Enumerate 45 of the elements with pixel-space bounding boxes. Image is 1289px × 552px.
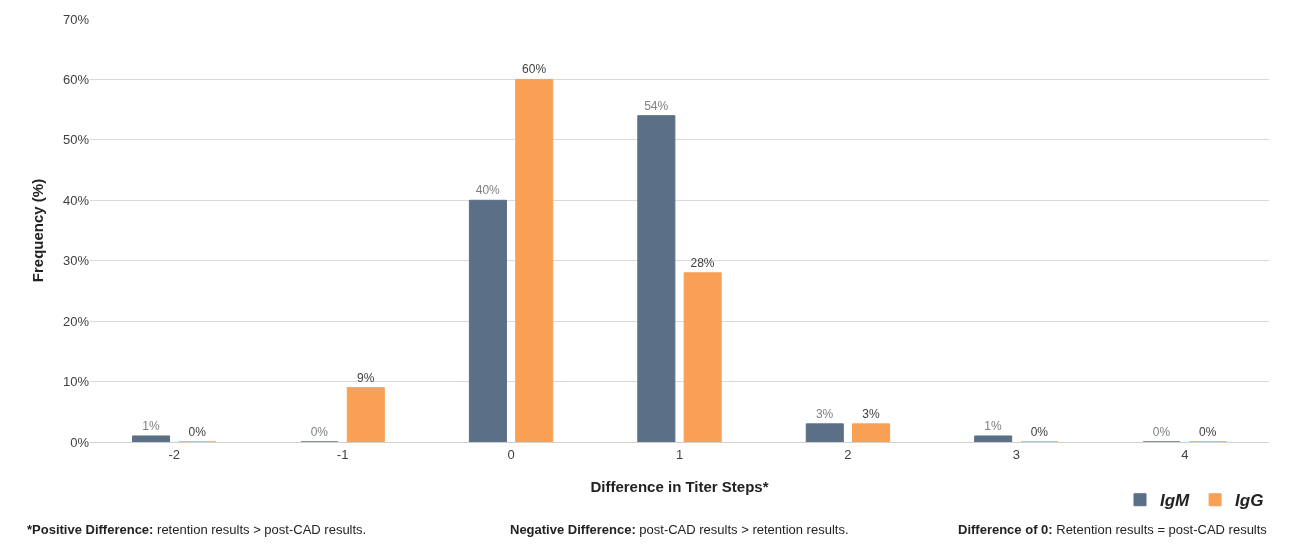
y-tick-label: 30% bbox=[62, 253, 90, 269]
y-tick-label: 70% bbox=[62, 11, 90, 27]
data-label: 0% bbox=[310, 425, 329, 439]
data-label: 3% bbox=[862, 406, 880, 421]
bar bbox=[346, 387, 385, 442]
bar bbox=[805, 423, 844, 442]
legend-label: IgM bbox=[1160, 491, 1191, 511]
bar bbox=[637, 115, 676, 442]
data-label: 0% bbox=[188, 425, 207, 439]
x-tick-label: 2 bbox=[844, 446, 852, 462]
data-label: 54% bbox=[644, 98, 669, 113]
x-tick-label: 1 bbox=[675, 446, 684, 462]
bar bbox=[683, 272, 722, 442]
x-tick-label: 0 bbox=[507, 446, 515, 462]
data-label: 0% bbox=[1199, 425, 1217, 439]
y-tick-label: 10% bbox=[62, 374, 90, 390]
text: Difference of 0: Retention results = post-CAD results bbox=[958, 522, 1268, 537]
legend-label: IgG bbox=[1235, 491, 1264, 511]
x-tick-label: 4 bbox=[1181, 446, 1189, 462]
y-tick-label: 40% bbox=[62, 192, 90, 208]
bar bbox=[468, 199, 507, 442]
data-label: 3% bbox=[815, 406, 834, 421]
data-label: 40% bbox=[475, 183, 501, 198]
y-tick-label: 0% bbox=[70, 434, 90, 450]
text: *Positive Difference: retention results > post-CAD results. bbox=[27, 522, 367, 537]
x-tick-label: -1 bbox=[336, 446, 349, 462]
data-label: 0% bbox=[1152, 425, 1171, 439]
y-tick-label: 50% bbox=[62, 132, 90, 148]
x-tick-label: -2 bbox=[168, 446, 180, 462]
bar bbox=[852, 423, 891, 442]
y-tick-label: 20% bbox=[62, 313, 90, 329]
data-label: 28% bbox=[690, 255, 715, 270]
bar bbox=[132, 435, 171, 442]
data-label: 9% bbox=[356, 370, 375, 385]
data-label: 60% bbox=[522, 62, 547, 77]
y-axis-title: Frequency (%) bbox=[29, 178, 47, 283]
data-label: 0% bbox=[1030, 425, 1049, 439]
data-label: 1% bbox=[142, 418, 160, 433]
data-label: 1% bbox=[984, 418, 1003, 433]
y-tick-label: 60% bbox=[62, 71, 90, 87]
x-axis-title: Difference in Titer Steps* bbox=[590, 477, 769, 495]
bar bbox=[974, 435, 1013, 442]
bar bbox=[515, 78, 554, 442]
x-tick-label: 3 bbox=[1012, 446, 1020, 462]
text: Negative Difference: post-CAD results > retention results. bbox=[510, 522, 849, 537]
